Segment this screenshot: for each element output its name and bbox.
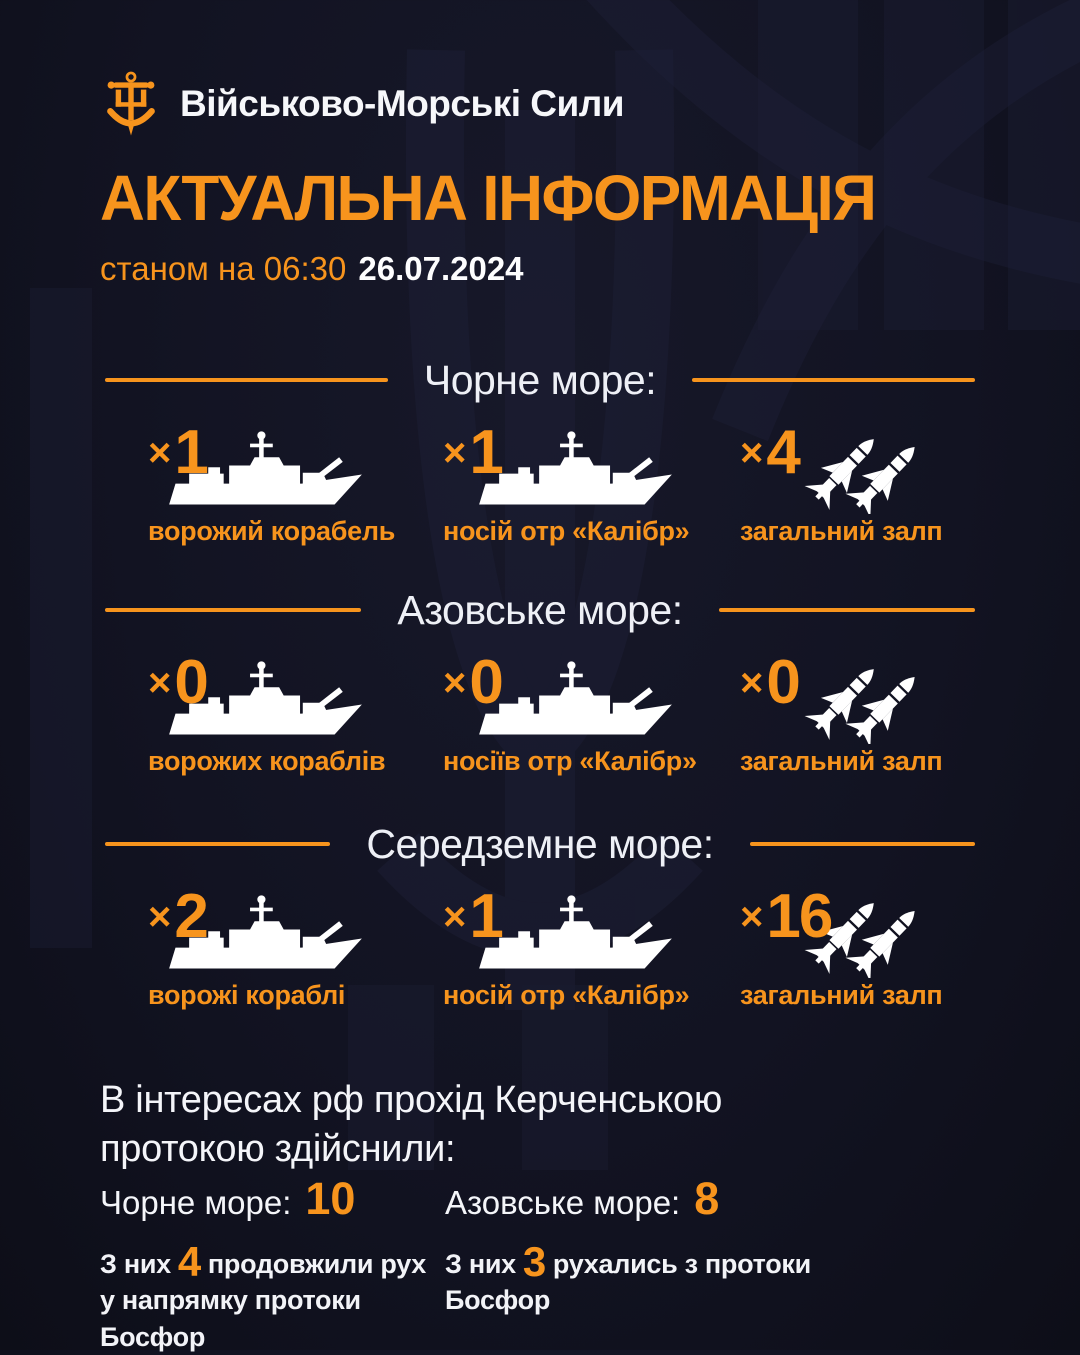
stat-count: × 0 [148, 648, 209, 717]
divider-line [105, 842, 331, 846]
stat-item: × 0 носіїв отр «Калібр» [443, 648, 743, 776]
page-title: АКТУАЛЬНА ІНФОРМАЦІЯ [100, 162, 877, 234]
note-number: 4 [177, 1238, 201, 1285]
warship-icon [479, 431, 672, 505]
stat-count: × 1 [148, 418, 209, 487]
stat-caption: ворожі кораблі [148, 980, 346, 1010]
stat-count: × 4 [740, 418, 801, 487]
stat-item: × 0 ворожих кораблів [148, 648, 448, 776]
stat-item: × 4 загальний залп [740, 418, 980, 546]
note-suffix: продовжили рух у напрямку протоки Босфор [100, 1249, 427, 1352]
stat-item: × 2 ворожі кораблі [148, 882, 448, 1010]
stat-item: × 1 носій отр «Калібр» [443, 882, 743, 1010]
divider-line [105, 378, 388, 382]
divider-line [105, 608, 362, 612]
section-header-mediterranean-sea: Середземне море: [105, 820, 975, 867]
note: З них 3 рухались з протоки Босфор [445, 1238, 905, 1319]
note-suffix: рухались з протоки Босфор [445, 1249, 811, 1316]
stat-caption: загальний залп [740, 980, 943, 1010]
stat-caption: ворожий корабель [148, 516, 396, 546]
section-title: Азовське море: [397, 586, 683, 633]
stat-item: × 16 загальний залп [740, 882, 980, 1010]
stat-caption: носій отр «Калібр» [443, 516, 690, 546]
as-of-label: станом на 06:30 [100, 250, 347, 287]
stat-caption: ворожих кораблів [148, 746, 386, 776]
total-count: 10 [305, 1173, 356, 1224]
sea-label: Чорне море: [100, 1184, 292, 1221]
stat-item: × 1 ворожий корабель [148, 418, 448, 546]
report-date: 26.07.2024 [358, 250, 524, 287]
missiles-icon [792, 406, 924, 514]
anchor-trident-icon [107, 71, 155, 136]
warship-icon [479, 661, 672, 735]
stat-caption: загальний залп [740, 516, 943, 546]
section-header-black-sea: Чорне море: [105, 356, 976, 403]
section-title: Середземне море: [366, 820, 714, 867]
stat-count: × 2 [148, 882, 209, 951]
sea-label: Азовське море: [445, 1184, 681, 1221]
note-prefix: З них [100, 1249, 171, 1279]
total-count: 8 [694, 1173, 720, 1224]
section-header-azov-sea: Азовське море: [105, 586, 975, 633]
missiles-icon [792, 636, 924, 744]
stat-count: × 16 [740, 882, 833, 951]
divider-line [718, 608, 975, 612]
stat-caption: носій отр «Калібр» [443, 980, 690, 1010]
divider-line [692, 378, 976, 382]
section-title: Чорне море: [423, 356, 657, 403]
kerch-column-black-sea: Чорне море: 10 З них 4 продовжили рух у на… [100, 1176, 440, 1355]
stat-count: × 0 [740, 648, 801, 717]
brand-row: Військово-Морські Сили [104, 70, 625, 138]
stat-caption: загальний залп [740, 746, 943, 776]
divider-line [749, 842, 975, 846]
note-prefix: З них [445, 1249, 516, 1279]
stat-item: × 1 носій отр «Калібр» [443, 418, 743, 546]
kerch-column-azov-sea: Азовське море: 8 З них 3 рухались з проток… [445, 1176, 905, 1319]
kerch-heading: В інтересах рф прохід Керченською проток… [100, 1079, 723, 1171]
as-of-row: станом на 06:30 26.07.2024 [100, 250, 524, 288]
warship-icon [479, 895, 672, 969]
stat-count: × 1 [443, 418, 504, 487]
stat-count: × 1 [443, 882, 504, 951]
stat-count: × 0 [443, 648, 504, 717]
note-number: 3 [522, 1238, 546, 1285]
stat-caption: носіїв отр «Калібр» [443, 746, 697, 776]
stat-item: × 0 загальний залп [740, 648, 980, 776]
brand-title: Військово-Морські Сили [180, 83, 625, 124]
note: З них 4 продовжили рух у напрямку протоки … [100, 1238, 440, 1355]
